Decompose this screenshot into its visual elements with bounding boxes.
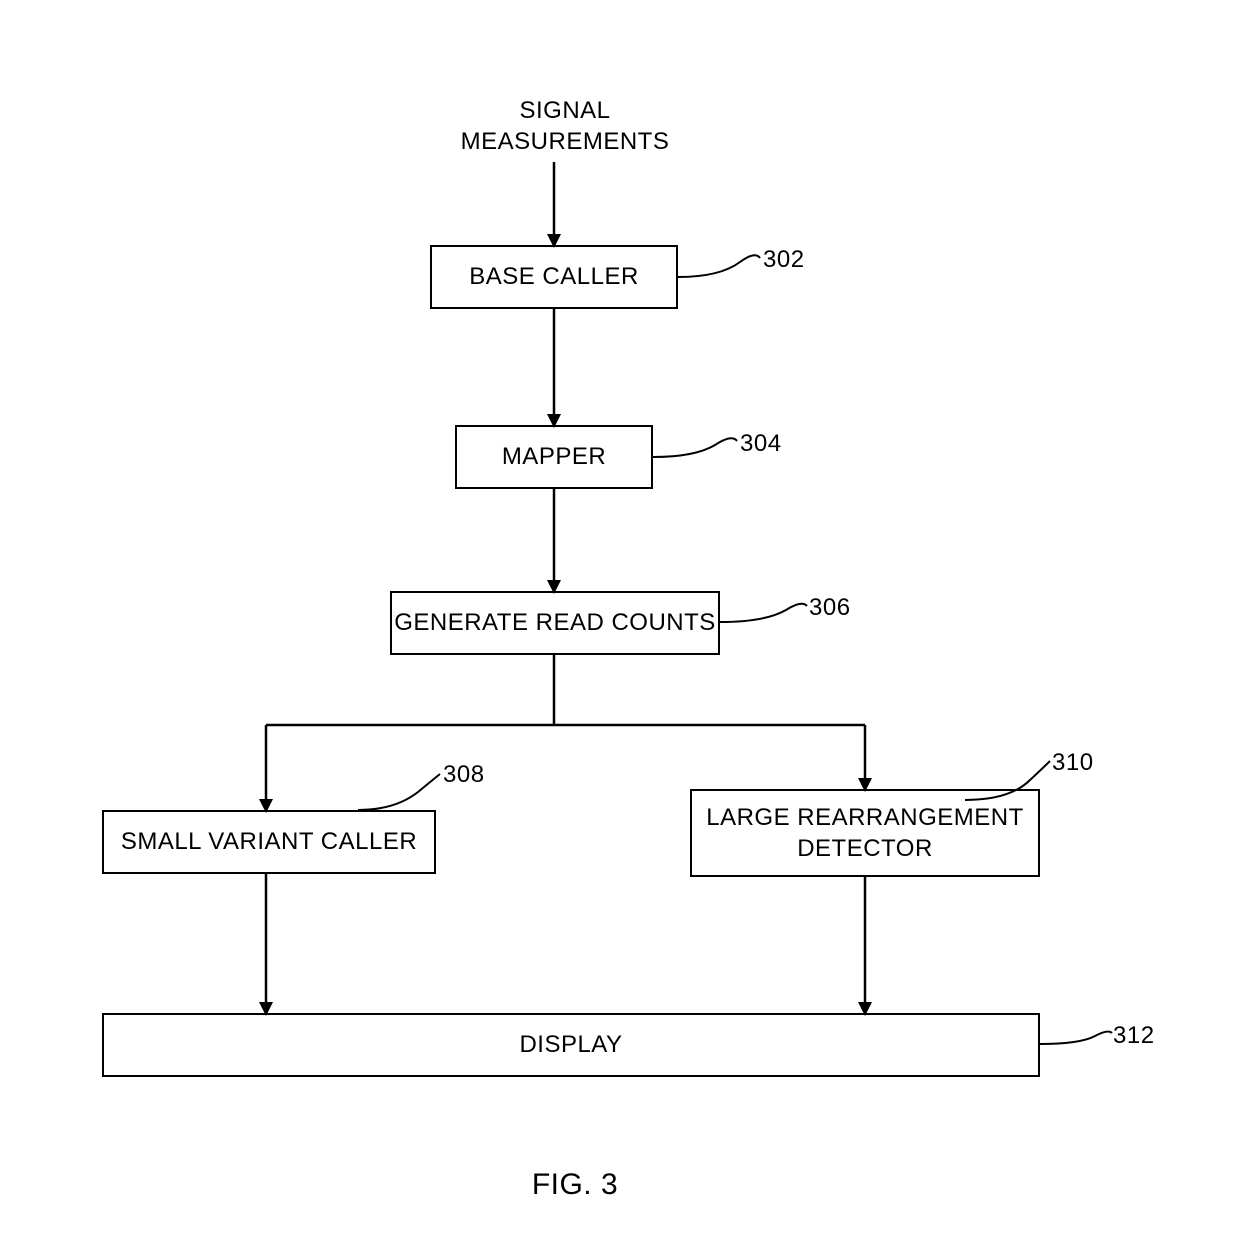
box-mapper: MAPPER — [455, 425, 653, 489]
box-base-caller: BASE CALLER — [430, 245, 678, 309]
box-mapper-label: MAPPER — [502, 441, 606, 472]
ref-small-variant: 308 — [443, 761, 485, 789]
box-base-caller-label: BASE CALLER — [469, 261, 639, 292]
box-large-rearr-line2: DETECTOR — [797, 835, 933, 862]
box-small-variant: SMALL VARIANT CALLER — [102, 810, 436, 874]
figure-label: FIG. 3 — [520, 1168, 630, 1202]
input-label: SIGNAL MEASUREMENTS — [445, 95, 685, 157]
box-display-label: DISPLAY — [519, 1029, 622, 1060]
ref-large-rearr: 310 — [1052, 749, 1094, 777]
box-small-variant-label: SMALL VARIANT CALLER — [121, 826, 417, 857]
ref-display: 312 — [1113, 1022, 1155, 1050]
ref-mapper: 304 — [740, 430, 782, 458]
ref-base-caller: 302 — [763, 246, 805, 274]
box-large-rearr: LARGE REARRANGEMENT DETECTOR — [690, 789, 1040, 877]
input-label-line1: SIGNAL — [519, 97, 610, 124]
box-large-rearr-line1: LARGE REARRANGEMENT — [706, 804, 1024, 831]
input-label-line2: MEASUREMENTS — [461, 128, 670, 155]
box-read-counts-label: GENERATE READ COUNTS — [394, 607, 716, 638]
ref-read-counts: 306 — [809, 594, 851, 622]
box-read-counts: GENERATE READ COUNTS — [390, 591, 720, 655]
box-display: DISPLAY — [102, 1013, 1040, 1077]
